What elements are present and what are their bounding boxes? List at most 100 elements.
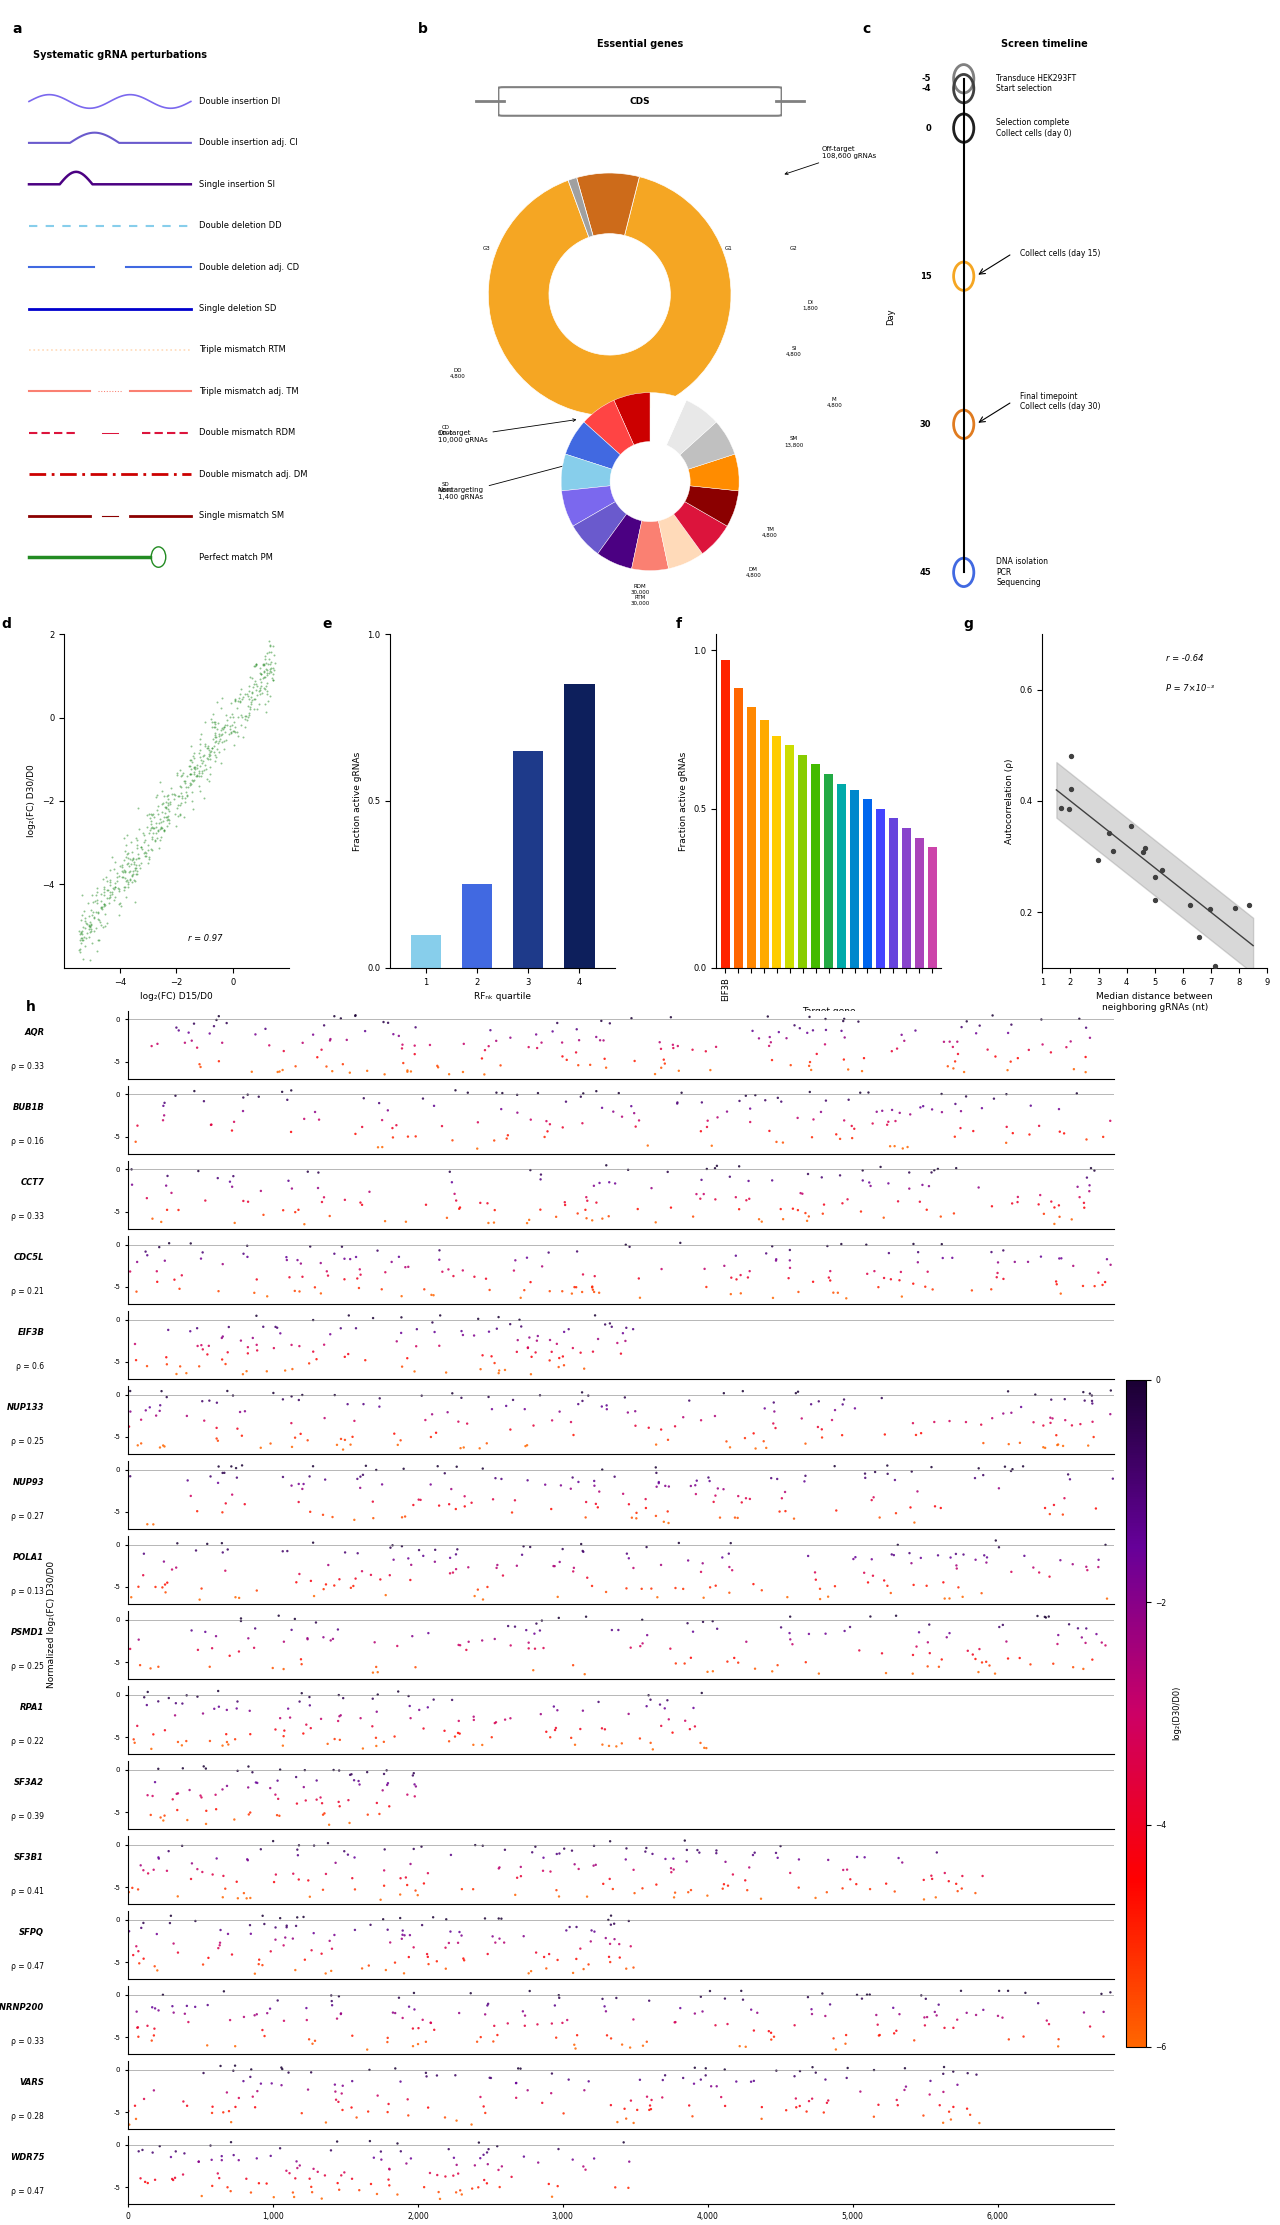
Point	[397, 1778, 417, 1813]
Point	[285, 1760, 306, 1796]
Point	[342, 1756, 362, 1791]
Point	[836, 1282, 856, 1317]
Point	[355, 1012, 375, 1048]
Point	[259, 634, 279, 670]
Point	[225, 714, 246, 750]
Point	[133, 834, 154, 870]
Point	[883, 1989, 904, 2025]
Point	[961, 1273, 982, 1308]
Point	[691, 1553, 712, 1589]
Point	[119, 848, 140, 883]
Point	[564, 1847, 585, 1882]
Point	[554, 1184, 575, 1219]
Point	[664, 1408, 685, 1444]
Point	[645, 1204, 666, 1239]
Point	[243, 681, 264, 716]
Point	[1061, 772, 1082, 808]
Point	[472, 1622, 493, 1658]
Point	[932, 1077, 952, 1112]
Point	[780, 1242, 800, 1277]
Point	[169, 1270, 189, 1306]
Point	[182, 761, 202, 797]
Point	[838, 1081, 859, 1117]
Point	[500, 1306, 521, 1342]
Point	[1007, 1041, 1028, 1077]
Point	[183, 741, 204, 777]
Point	[902, 1406, 923, 1442]
Bar	[915, 837, 924, 968]
Point	[579, 1947, 599, 1982]
Point	[334, 1833, 355, 1869]
Point	[840, 1862, 860, 1898]
Point	[576, 1484, 596, 1520]
Point	[511, 1308, 531, 1344]
Point	[160, 1905, 180, 1940]
Point	[584, 2140, 604, 2176]
Point	[835, 1104, 855, 1139]
Point	[256, 668, 276, 703]
Point	[957, 2056, 978, 2092]
Point	[242, 683, 262, 719]
Point	[847, 1840, 868, 1876]
Point	[177, 1722, 197, 1758]
Point	[278, 1164, 298, 1199]
Text: Double mismatch adj. DM: Double mismatch adj. DM	[198, 469, 307, 478]
Point	[717, 1424, 737, 1460]
Point	[356, 1448, 376, 1484]
Point	[668, 1052, 689, 1088]
Point	[265, 1909, 285, 1945]
Point	[553, 2096, 573, 2132]
Point	[399, 1918, 420, 1954]
Point	[95, 897, 115, 932]
Point	[552, 1273, 572, 1308]
Point	[998, 1015, 1019, 1050]
Point	[306, 1604, 326, 1640]
Point	[952, 1580, 973, 1615]
Point	[147, 792, 168, 828]
Point	[453, 1940, 474, 1976]
Point	[882, 1032, 902, 1068]
Point	[276, 1242, 297, 1277]
Point	[831, 1226, 851, 1262]
Point	[246, 672, 266, 708]
Point	[93, 872, 114, 908]
Point	[127, 828, 147, 863]
Point	[884, 1462, 905, 1497]
Point	[196, 1751, 216, 1787]
Point	[416, 2025, 436, 2060]
Point	[477, 2134, 498, 2169]
Point	[164, 777, 184, 812]
Point	[943, 1050, 964, 1086]
Point	[154, 812, 174, 848]
Point	[705, 1030, 726, 1066]
Point	[241, 2174, 261, 2209]
Point	[1019, 1032, 1039, 1068]
Point	[193, 779, 214, 814]
Point	[998, 1640, 1019, 1675]
Point	[1080, 1150, 1101, 1186]
Point	[248, 2165, 269, 2201]
Point	[941, 2103, 961, 2138]
Point	[137, 1673, 157, 1709]
Point	[1020, 1646, 1041, 1682]
Point	[274, 1927, 294, 1962]
Point	[495, 1702, 516, 1738]
Text: Final timepoint
Collect cells (day 30): Final timepoint Collect cells (day 30)	[1020, 392, 1101, 412]
Point	[897, 1130, 918, 1166]
Point	[942, 1239, 963, 1275]
Point	[298, 1862, 319, 1898]
Point	[673, 2060, 694, 2096]
Y-axis label: log₂(D30/D0): log₂(D30/D0)	[1172, 1687, 1181, 1740]
Point	[562, 1833, 582, 1869]
Point	[209, 719, 229, 754]
Y-axis label: Autocorrelation (ρ): Autocorrelation (ρ)	[1005, 759, 1014, 843]
Point	[900, 1535, 920, 1571]
Point	[230, 1600, 251, 1635]
Point	[342, 2089, 362, 2125]
Point	[195, 1184, 215, 1219]
Point	[452, 1313, 472, 1348]
Point	[238, 681, 259, 716]
Point	[613, 1315, 634, 1351]
Point	[251, 656, 271, 692]
Point	[118, 863, 138, 899]
